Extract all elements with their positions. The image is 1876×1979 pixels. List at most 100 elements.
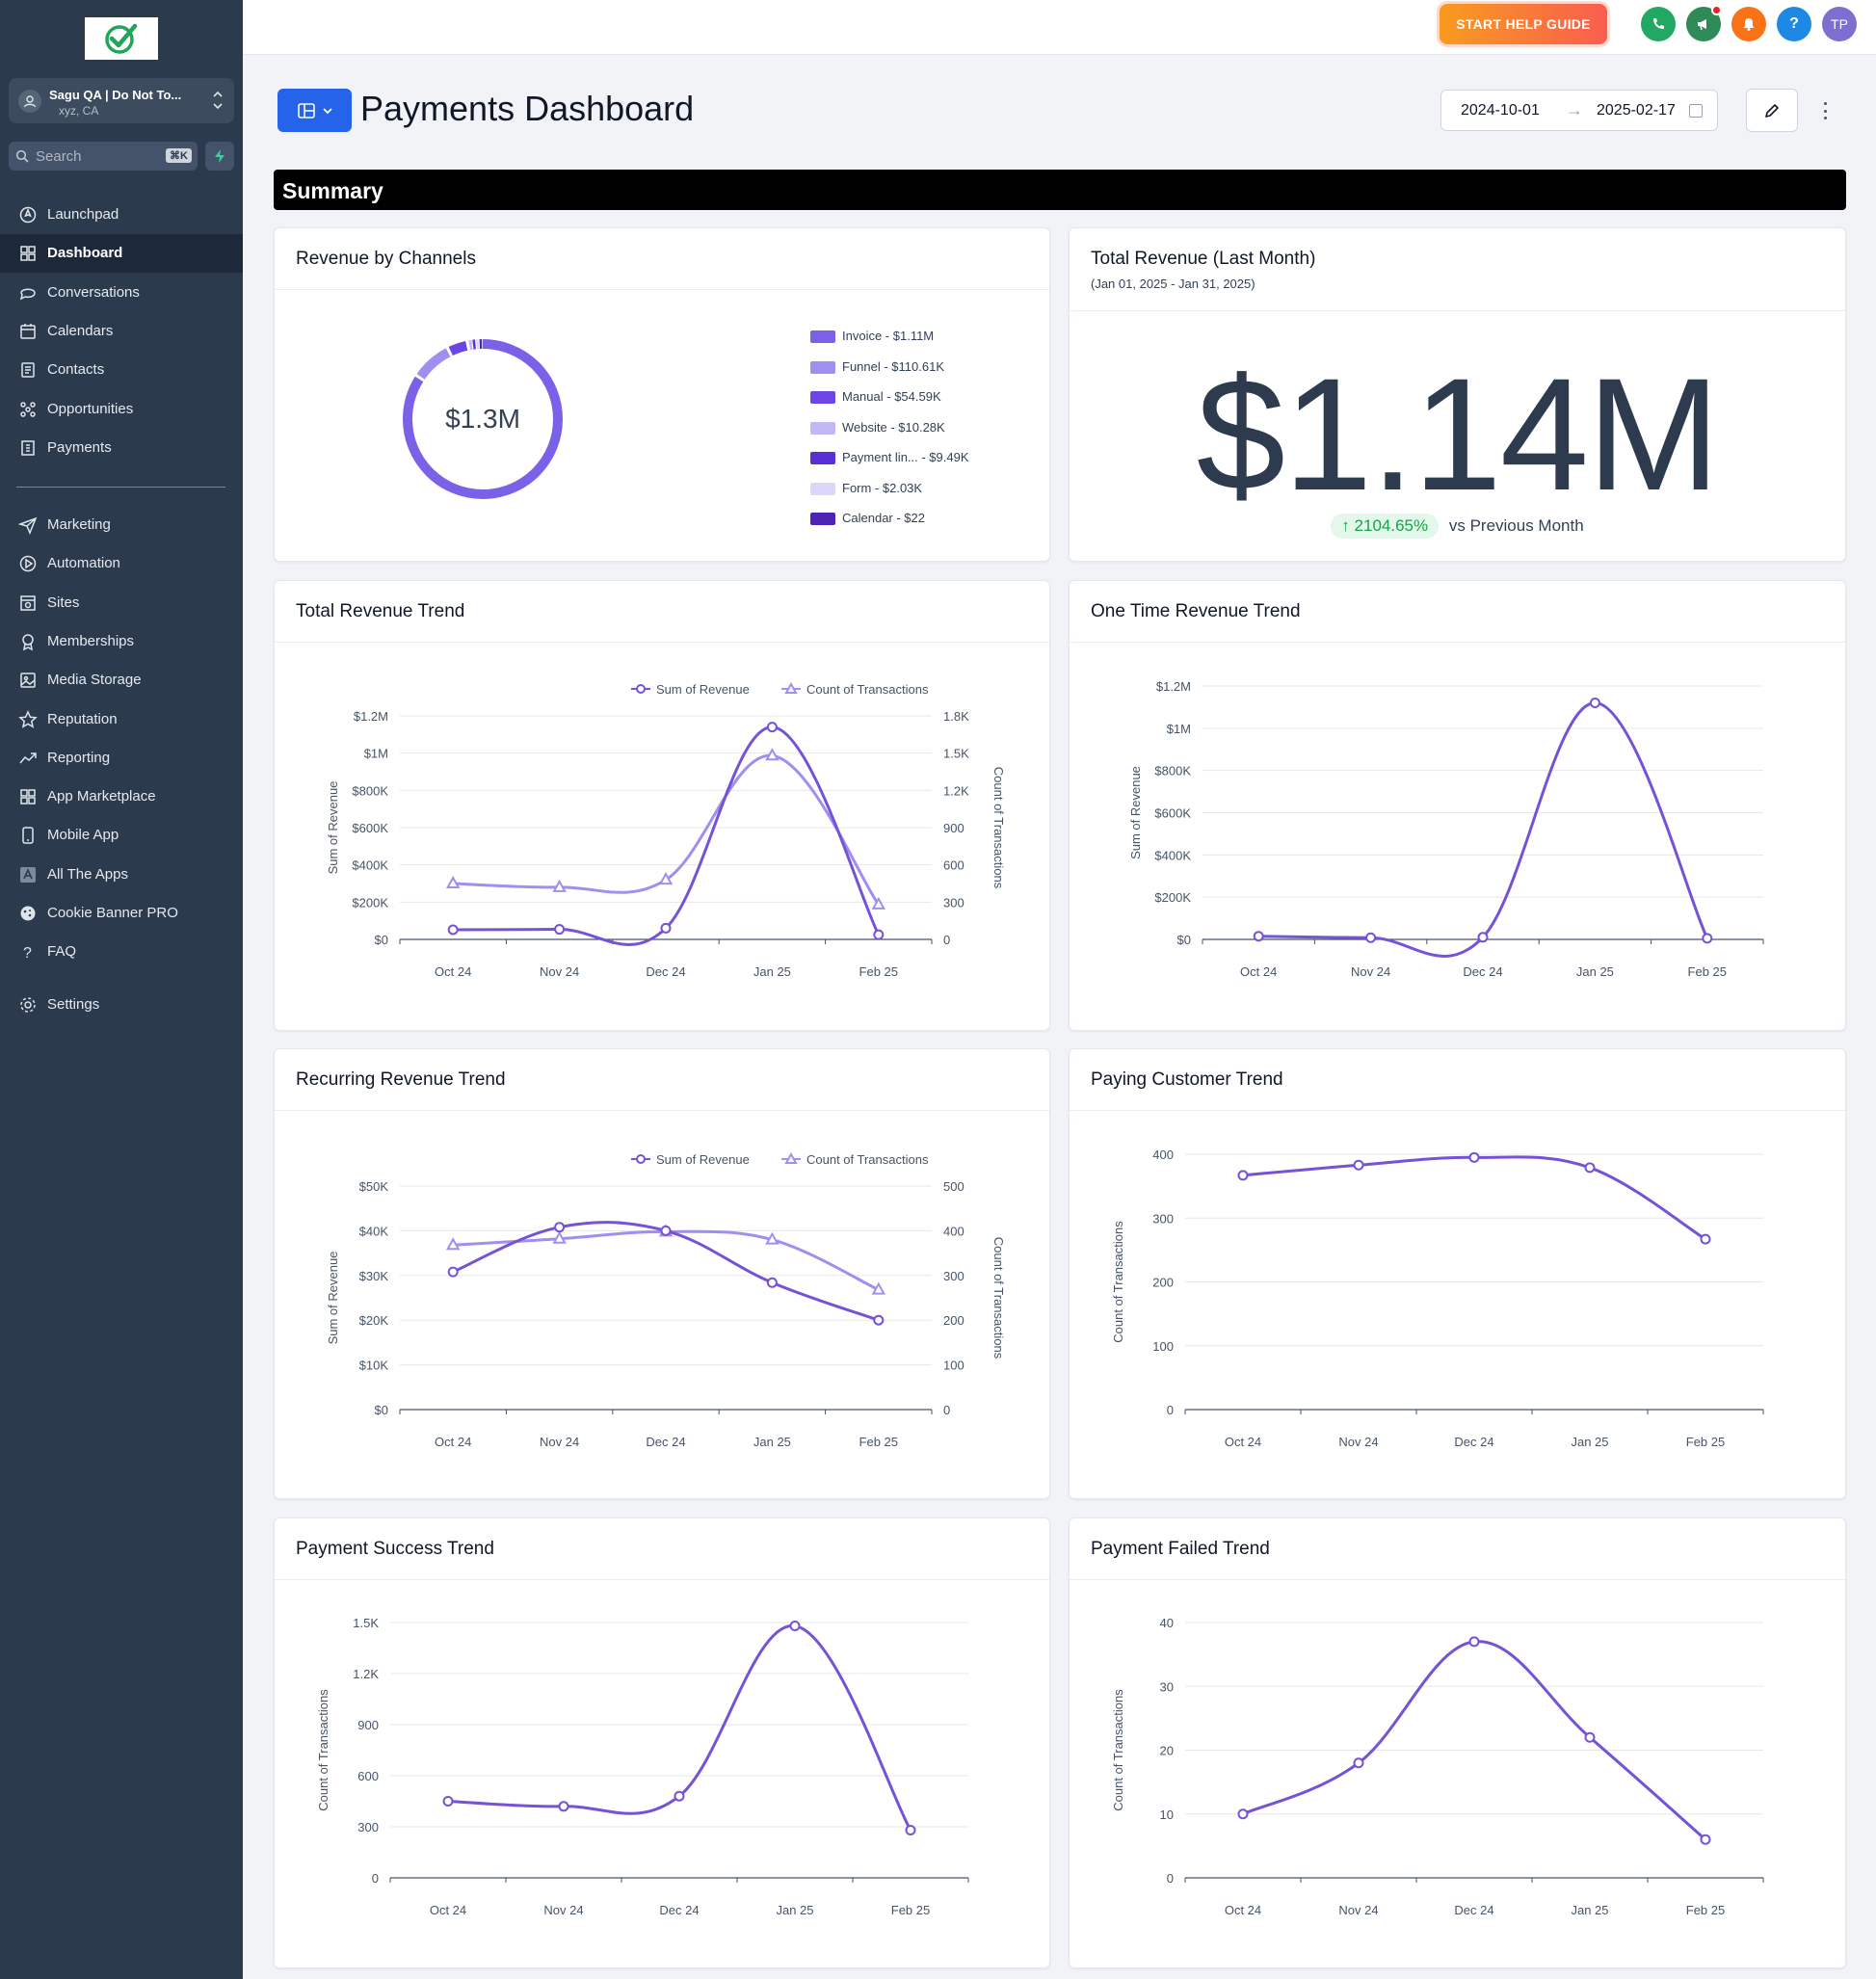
data-point[interactable]	[766, 722, 778, 733]
date-range-picker[interactable]: 2024-10-01 → 2025-02-17	[1440, 90, 1718, 131]
sidebar-item-conversations[interactable]: Conversations	[0, 274, 243, 312]
data-point[interactable]	[905, 1825, 916, 1836]
data-point[interactable]	[554, 924, 566, 936]
legend-swatch	[810, 513, 835, 525]
data-point[interactable]	[442, 1796, 454, 1807]
sidebar-item-sites[interactable]: Sites	[0, 584, 243, 622]
data-point[interactable]	[766, 1277, 778, 1288]
data-point[interactable]	[1237, 1808, 1249, 1820]
data-point[interactable]	[558, 1801, 569, 1812]
account-switcher[interactable]: Sagu QA | Do Not To... xyz, CA	[9, 78, 234, 123]
phone-button[interactable]	[1641, 7, 1676, 41]
announcements-button[interactable]	[1686, 5, 1722, 41]
sidebar-item-all-the-apps[interactable]: All The Apps	[0, 856, 243, 894]
data-point[interactable]	[447, 924, 459, 936]
data-point[interactable]	[554, 1222, 566, 1233]
quick-actions-button[interactable]	[205, 142, 234, 171]
sidebar-item-opportunities[interactable]: Opportunities	[0, 390, 243, 429]
y2-tick-label: 400	[943, 1224, 964, 1238]
data-point[interactable]	[447, 1266, 459, 1278]
data-point[interactable]	[1253, 931, 1264, 942]
sidebar-item-dashboard[interactable]: Dashboard	[0, 234, 243, 274]
sidebar-search[interactable]: Search ⌘K	[9, 142, 198, 171]
sidebar-item-marketing[interactable]: Marketing	[0, 506, 243, 544]
data-point[interactable]	[1353, 1159, 1364, 1171]
legend-item[interactable]: Invoice - $1.11M	[810, 329, 969, 359]
legend-item[interactable]: Calendar - $22	[810, 511, 969, 541]
data-point[interactable]	[660, 922, 672, 934]
x-tick-label: Oct 24	[430, 1903, 466, 1917]
legend-label[interactable]: Count of Transactions	[806, 1152, 929, 1167]
help-button[interactable]: ?	[1777, 7, 1811, 41]
sidebar-item-label: Payments	[47, 438, 112, 456]
total-revenue-last-month-card: Total Revenue (Last Month) (Jan 01, 2025…	[1069, 227, 1846, 562]
data-point[interactable]	[552, 1230, 567, 1244]
data-point[interactable]	[1700, 1233, 1711, 1245]
data-point[interactable]	[871, 1281, 885, 1295]
edit-dashboard-button[interactable]	[1746, 89, 1798, 132]
data-point[interactable]	[873, 929, 885, 940]
data-point[interactable]	[1365, 932, 1377, 943]
data-point[interactable]	[658, 872, 674, 885]
data-point[interactable]	[1468, 1151, 1480, 1163]
sidebar-item-reputation[interactable]: Reputation	[0, 700, 243, 739]
data-point[interactable]	[873, 1314, 885, 1326]
sidebar-item-settings[interactable]: Settings	[0, 986, 243, 1024]
sidebar-item-cookie-banner-pro[interactable]: Cookie Banner PRO	[0, 894, 243, 933]
notifications-button[interactable]	[1731, 7, 1766, 41]
sidebar-item-memberships[interactable]: Memberships	[0, 622, 243, 661]
data-point[interactable]	[552, 879, 567, 892]
data-point[interactable]	[1589, 698, 1600, 709]
data-point[interactable]	[1477, 932, 1489, 943]
sidebar-item-payments[interactable]: Payments	[0, 429, 243, 467]
legend-item[interactable]: Payment lin... - $9.49K	[810, 450, 969, 481]
sidebar-item-media-storage[interactable]: Media Storage	[0, 661, 243, 699]
sidebar-item-app-marketplace[interactable]: App Marketplace	[0, 778, 243, 816]
date-to[interactable]: 2025-02-17	[1597, 102, 1676, 119]
sidebar-item-calendars[interactable]: Calendars	[0, 312, 243, 351]
y-tick-label: 300	[1152, 1211, 1174, 1226]
data-point[interactable]	[674, 1790, 685, 1802]
data-point[interactable]	[1584, 1162, 1596, 1174]
sidebar-item-contacts[interactable]: Contacts	[0, 351, 243, 389]
data-point[interactable]	[765, 1231, 779, 1245]
revenue-change: ↑ 2104.65% vs Previous Month	[1070, 514, 1845, 539]
x-tick-label: Nov 24	[543, 1903, 583, 1917]
pencil-icon	[1765, 103, 1779, 118]
sidebar-item-mobile-app[interactable]: Mobile App	[0, 816, 243, 855]
total-revenue-trend-card: Total Revenue Trend $0 $200K $400K $600K $800…	[274, 580, 1050, 1031]
data-point[interactable]	[660, 1225, 672, 1236]
more-options-button[interactable]	[1815, 100, 1835, 121]
data-point[interactable]	[446, 1237, 461, 1251]
user-avatar[interactable]: TP	[1822, 7, 1857, 41]
legend-label[interactable]: Sum of Revenue	[656, 682, 750, 697]
cookie-icon	[20, 906, 36, 921]
data-point[interactable]	[1700, 1834, 1711, 1845]
data-point[interactable]	[789, 1621, 801, 1632]
sidebar-item-reporting[interactable]: Reporting	[0, 739, 243, 778]
legend-item[interactable]: Funnel - $110.61K	[810, 359, 969, 390]
dashboard-switcher-button[interactable]	[277, 89, 352, 132]
company-logo[interactable]	[85, 17, 158, 60]
y-tick-label: $1.2M	[354, 709, 388, 724]
data-point[interactable]	[1584, 1731, 1596, 1743]
legend-label[interactable]: Count of Transactions	[806, 682, 929, 697]
data-point[interactable]	[1468, 1636, 1480, 1648]
legend-item[interactable]: Form - $2.03K	[810, 481, 969, 512]
data-point[interactable]	[1702, 933, 1713, 944]
donut-slice[interactable]	[403, 339, 563, 499]
data-point[interactable]	[765, 748, 779, 761]
legend-item[interactable]: Manual - $54.59K	[810, 389, 969, 420]
sidebar-item-launchpad[interactable]: Launchpad	[0, 196, 243, 234]
data-point[interactable]	[1353, 1757, 1364, 1769]
start-help-guide-button[interactable]: START HELP GUIDE	[1440, 4, 1607, 44]
date-from[interactable]: 2024-10-01	[1461, 102, 1540, 119]
sidebar-item-automation[interactable]: Automation	[0, 544, 243, 583]
sidebar-item-faq[interactable]: ? FAQ	[0, 933, 243, 971]
legend-label[interactable]: Sum of Revenue	[656, 1152, 750, 1167]
data-point[interactable]	[446, 875, 461, 888]
x-tick-label: Nov 24	[540, 964, 579, 979]
legend-item[interactable]: Website - $10.28K	[810, 420, 969, 451]
data-point[interactable]	[871, 896, 885, 910]
data-point[interactable]	[1237, 1170, 1249, 1181]
